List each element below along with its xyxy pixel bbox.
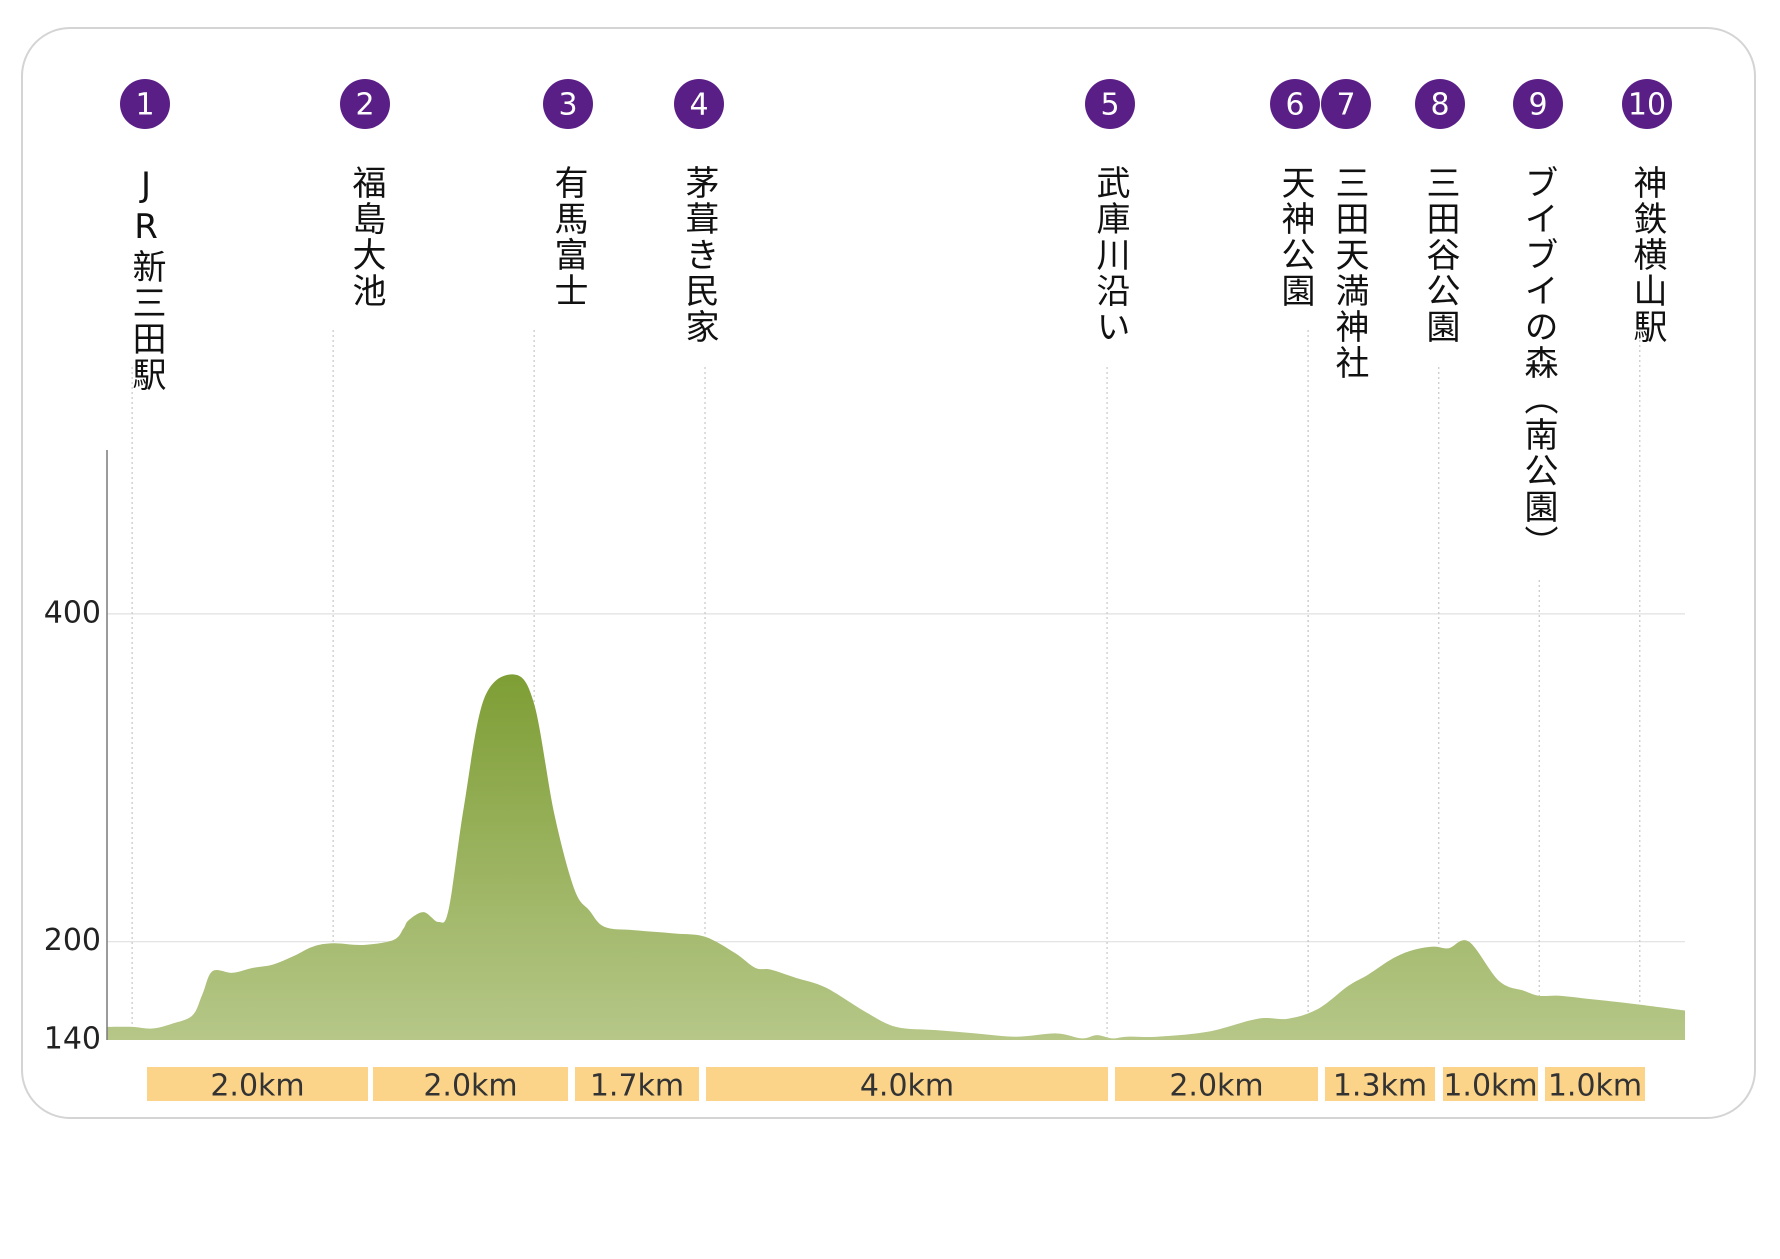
station-marker-number-2: 2 <box>355 88 374 123</box>
y-tick-label-400: 400 <box>44 595 101 630</box>
segment-bar-8 <box>1545 1067 1645 1101</box>
segment-label-8: 1.0km <box>1548 1069 1642 1104</box>
station-marker-circle-2 <box>340 79 390 129</box>
segment-4: 4.0km <box>706 1067 1108 1104</box>
segment-label-2: 2.0km <box>423 1069 517 1104</box>
station-name-6: 天神公園 <box>1275 165 1315 309</box>
station-marker-circle-10 <box>1622 79 1672 129</box>
station-name-8: 三田谷公園 <box>1420 165 1460 345</box>
station-marker-8: 8 <box>1415 79 1465 129</box>
station-guides <box>131 330 1641 1040</box>
station-marker-number-8: 8 <box>1430 88 1449 123</box>
station-marker-circle-7 <box>1321 79 1371 129</box>
station-marker-number-7: 7 <box>1336 88 1355 123</box>
segment-bar-6 <box>1325 1067 1435 1101</box>
segment-7: 1.0km <box>1443 1067 1538 1104</box>
station-name-7: 三田天満神社 <box>1329 165 1369 381</box>
segment-bar-7 <box>1443 1067 1538 1101</box>
station-marker-number-5: 5 <box>1100 88 1119 123</box>
station-marker-7: 7 <box>1321 79 1371 129</box>
station-names: JR新三田駅 福島大池 有馬富士 茅葺き民家 武庫川沿い 天神公園 三田天満神社 三田谷公園 ブ… <box>126 165 1667 561</box>
segment-5: 2.0km <box>1115 1067 1318 1104</box>
elevation-area <box>107 674 1685 1040</box>
station-name-5: 武庫川沿い <box>1090 165 1130 345</box>
station-marker-circle-4 <box>674 79 724 129</box>
station-marker-1: 1 <box>120 79 170 129</box>
segment-label-3: 1.7km <box>590 1069 684 1104</box>
station-name-1: JR新三田駅 <box>126 165 166 393</box>
segment-bar-3 <box>575 1067 699 1101</box>
station-marker-number-10: 10 <box>1628 88 1666 123</box>
station-markers: 1 2 3 4 5 6 7 8 9 10 <box>120 79 1672 129</box>
station-marker-number-9: 9 <box>1528 88 1547 123</box>
station-marker-4: 4 <box>674 79 724 129</box>
segment-2: 2.0km <box>373 1067 568 1104</box>
station-marker-number-1: 1 <box>135 88 154 123</box>
station-marker-circle-6 <box>1270 79 1320 129</box>
grid-lines <box>107 613 1685 943</box>
segment-label-4: 4.0km <box>860 1069 954 1104</box>
station-marker-2: 2 <box>340 79 390 129</box>
station-marker-10: 10 <box>1622 79 1672 129</box>
station-marker-number-6: 6 <box>1285 88 1304 123</box>
station-name-9: ブイブイの森（南公園） <box>1518 165 1558 561</box>
segment-3: 1.7km <box>575 1067 699 1104</box>
station-marker-circle-1 <box>120 79 170 129</box>
distance-segments: 2.0km 2.0km 1.7km 4.0km 2.0km 1.3km 1.0km 1.0km <box>147 1067 1645 1104</box>
y-tick-labels: 140 200 400 <box>44 595 101 1056</box>
segment-bar-5 <box>1115 1067 1318 1101</box>
segment-8: 1.0km <box>1545 1067 1645 1104</box>
segment-1: 2.0km <box>147 1067 368 1104</box>
segment-bar-2 <box>373 1067 568 1101</box>
station-marker-3: 3 <box>543 79 593 129</box>
station-name-2: 福島大池 <box>346 165 386 309</box>
station-marker-9: 9 <box>1513 79 1563 129</box>
segment-label-5: 2.0km <box>1169 1069 1263 1104</box>
station-marker-number-3: 3 <box>558 88 577 123</box>
station-marker-number-4: 4 <box>689 88 708 123</box>
station-name-4: 茅葺き民家 <box>679 165 719 345</box>
segment-label-1: 2.0km <box>210 1069 304 1104</box>
chart-frame <box>21 27 1756 1119</box>
segment-label-6: 1.3km <box>1333 1069 1427 1104</box>
segment-6: 1.3km <box>1325 1067 1435 1104</box>
station-marker-circle-5 <box>1085 79 1135 129</box>
station-name-3: 有馬富士 <box>548 165 588 309</box>
station-marker-circle-8 <box>1415 79 1465 129</box>
station-marker-5: 5 <box>1085 79 1135 129</box>
y-tick-label-140: 140 <box>44 1022 101 1057</box>
segment-label-7: 1.0km <box>1443 1069 1537 1104</box>
station-marker-circle-3 <box>543 79 593 129</box>
station-marker-circle-9 <box>1513 79 1563 129</box>
station-marker-6: 6 <box>1270 79 1320 129</box>
segment-bar-1 <box>147 1067 368 1101</box>
station-name-10: 神鉄横山駅 <box>1627 165 1667 345</box>
segment-bar-4 <box>706 1067 1108 1101</box>
y-tick-label-200: 200 <box>44 923 101 958</box>
